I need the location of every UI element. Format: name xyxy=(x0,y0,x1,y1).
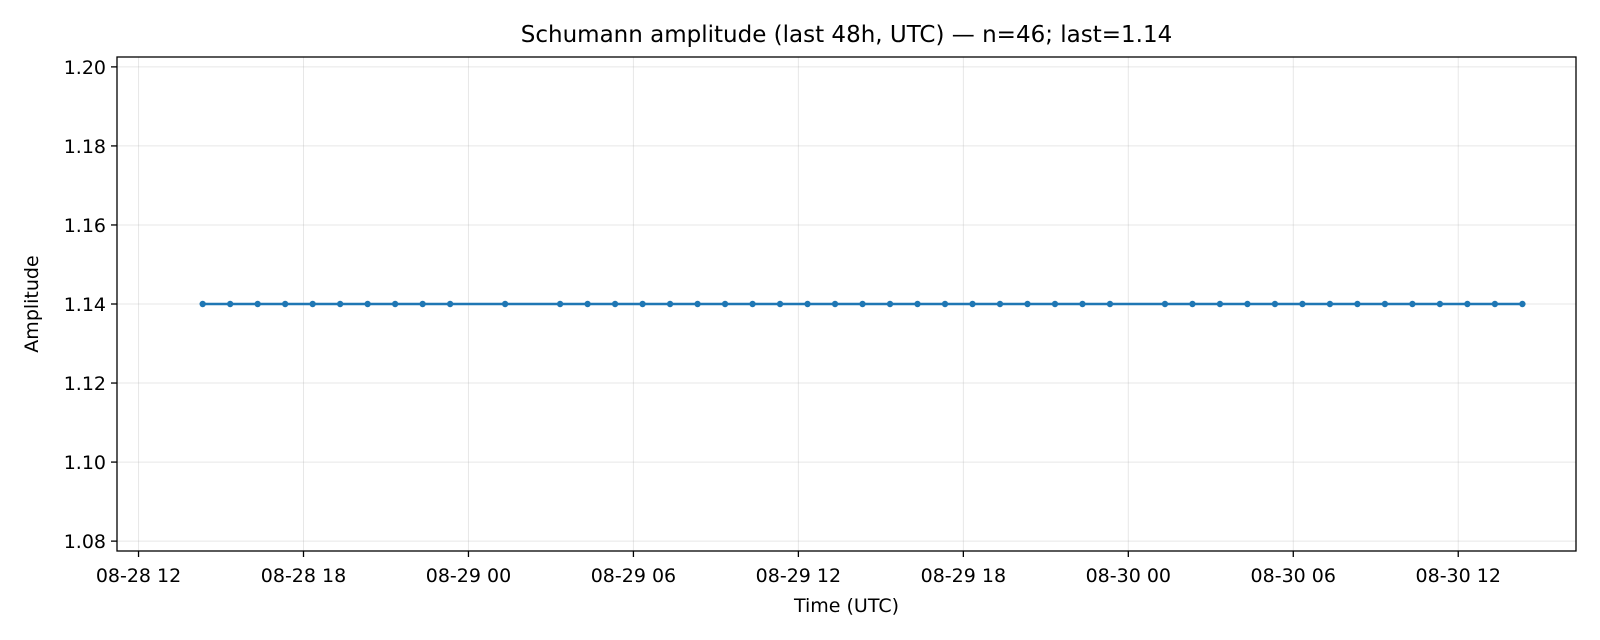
y-tick-label: 1.12 xyxy=(64,373,106,395)
data-point xyxy=(831,300,839,308)
data-point xyxy=(666,300,674,308)
data-point xyxy=(969,300,976,308)
data-point xyxy=(419,300,426,308)
x-tick-label: 08-29 00 xyxy=(426,565,511,587)
data-point xyxy=(226,300,234,308)
data-point xyxy=(1326,300,1334,308)
y-tick-label: 1.10 xyxy=(64,452,106,474)
x-tick-label: 08-30 06 xyxy=(1251,565,1336,587)
y-tick-label: 1.20 xyxy=(64,57,106,79)
y-tick-label: 1.08 xyxy=(64,531,106,553)
data-point xyxy=(1271,300,1279,308)
data-point xyxy=(804,300,811,308)
x-tick-label: 08-29 18 xyxy=(921,565,1006,587)
data-point xyxy=(941,300,949,308)
data-point xyxy=(1079,300,1086,308)
data-point xyxy=(281,300,289,308)
data-point xyxy=(1409,300,1416,308)
data-point xyxy=(721,300,729,308)
data-point xyxy=(1519,300,1526,308)
data-point xyxy=(254,300,261,308)
x-tick-label: 08-28 12 xyxy=(96,565,181,587)
chart-title: Schumann amplitude (last 48h, UTC) — n=4… xyxy=(521,22,1172,48)
x-axis-ticks: 08-28 12 08-28 18 08-29 00 08-29 06 08-29 12… xyxy=(96,551,1501,587)
x-tick-label: 08-30 12 xyxy=(1416,565,1501,587)
data-point xyxy=(336,300,344,308)
data-point xyxy=(611,300,619,308)
data-point xyxy=(1354,300,1361,308)
data-point xyxy=(391,300,399,308)
data-point xyxy=(364,300,371,308)
data-point xyxy=(1381,300,1389,308)
data-point xyxy=(1244,300,1251,308)
data-point xyxy=(1161,300,1169,308)
data-point xyxy=(584,300,591,308)
y-axis-ticks: 1.08 1.10 1.12 1.14 1.16 1.18 1.20 xyxy=(64,57,117,553)
data-point xyxy=(749,300,756,308)
data-point xyxy=(1106,300,1114,308)
data-point xyxy=(309,300,316,308)
data-point xyxy=(556,300,564,308)
y-tick-label: 1.14 xyxy=(64,294,106,316)
x-tick-label: 08-29 12 xyxy=(756,565,841,587)
data-point xyxy=(1464,300,1471,308)
y-tick-label: 1.18 xyxy=(64,136,106,158)
data-point xyxy=(1189,300,1196,308)
y-axis-label: Amplitude xyxy=(21,255,43,352)
data-point xyxy=(1051,300,1059,308)
data-point xyxy=(639,300,646,308)
y-tick-label: 1.16 xyxy=(64,215,106,237)
x-tick-label: 08-30 00 xyxy=(1086,565,1171,587)
data-point xyxy=(694,300,701,308)
data-point xyxy=(776,300,784,308)
series-markers xyxy=(199,300,1526,308)
x-tick-label: 08-29 06 xyxy=(591,565,676,587)
data-point xyxy=(199,300,206,308)
data-point xyxy=(996,300,1004,308)
data-point xyxy=(859,300,866,308)
data-point xyxy=(446,300,454,308)
data-point xyxy=(886,300,894,308)
data-point xyxy=(1436,300,1444,308)
data-point xyxy=(1216,300,1224,308)
x-axis-label: Time (UTC) xyxy=(793,595,899,617)
data-point xyxy=(501,300,509,308)
x-tick-label: 08-28 18 xyxy=(261,565,346,587)
data-point xyxy=(1491,300,1499,308)
data-point xyxy=(1299,300,1306,308)
data-point xyxy=(914,300,921,308)
data-point xyxy=(1024,300,1031,308)
